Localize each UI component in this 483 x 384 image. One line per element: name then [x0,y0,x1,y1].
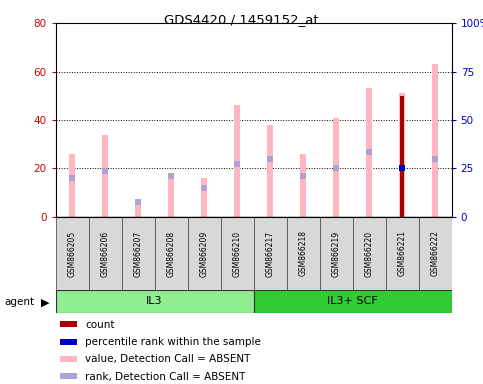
Bar [400,96,404,217]
Bar [69,154,75,217]
Bar [399,93,405,217]
Bar [432,64,438,217]
Text: GSM866221: GSM866221 [398,230,407,276]
Bar [155,217,187,290]
Bar [59,339,77,344]
Bar [56,217,88,290]
Text: GSM866208: GSM866208 [167,230,175,276]
Bar [320,217,353,290]
Bar [234,106,240,217]
Bar [59,373,77,379]
Bar [300,154,306,217]
Text: count: count [85,320,115,330]
Bar [102,134,108,217]
Bar [59,356,77,362]
Bar [122,217,155,290]
Bar [254,290,452,313]
Text: GSM866218: GSM866218 [298,230,308,276]
Text: GSM866209: GSM866209 [199,230,209,276]
Bar [187,217,221,290]
Bar [353,217,385,290]
Bar [168,176,174,217]
Text: GSM866206: GSM866206 [100,230,110,276]
Text: agent: agent [5,297,35,307]
Bar [221,217,254,290]
Bar [59,321,77,327]
Bar [201,178,207,217]
Text: GSM866205: GSM866205 [68,230,76,276]
Text: IL3: IL3 [146,296,163,306]
Bar [267,125,273,217]
Text: value, Detection Call = ABSENT: value, Detection Call = ABSENT [85,354,251,364]
Text: IL3+ SCF: IL3+ SCF [327,296,378,306]
Text: GSM866222: GSM866222 [431,230,440,276]
Bar [56,290,254,313]
Text: rank, Detection Call = ABSENT: rank, Detection Call = ABSENT [85,372,246,382]
Text: GSM866220: GSM866220 [365,230,373,276]
Bar [366,88,372,217]
Text: GDS4420 / 1459152_at: GDS4420 / 1459152_at [164,13,319,26]
Text: percentile rank within the sample: percentile rank within the sample [85,337,261,347]
Text: GSM866207: GSM866207 [134,230,142,276]
Text: GSM866219: GSM866219 [332,230,341,276]
Bar [333,118,339,217]
Bar [286,217,320,290]
Bar [254,217,286,290]
Bar [419,217,452,290]
Text: GSM866210: GSM866210 [233,230,242,276]
Bar [385,217,419,290]
Text: ▶: ▶ [41,297,50,307]
Text: GSM866217: GSM866217 [266,230,274,276]
Bar [135,202,141,217]
Bar [88,217,122,290]
